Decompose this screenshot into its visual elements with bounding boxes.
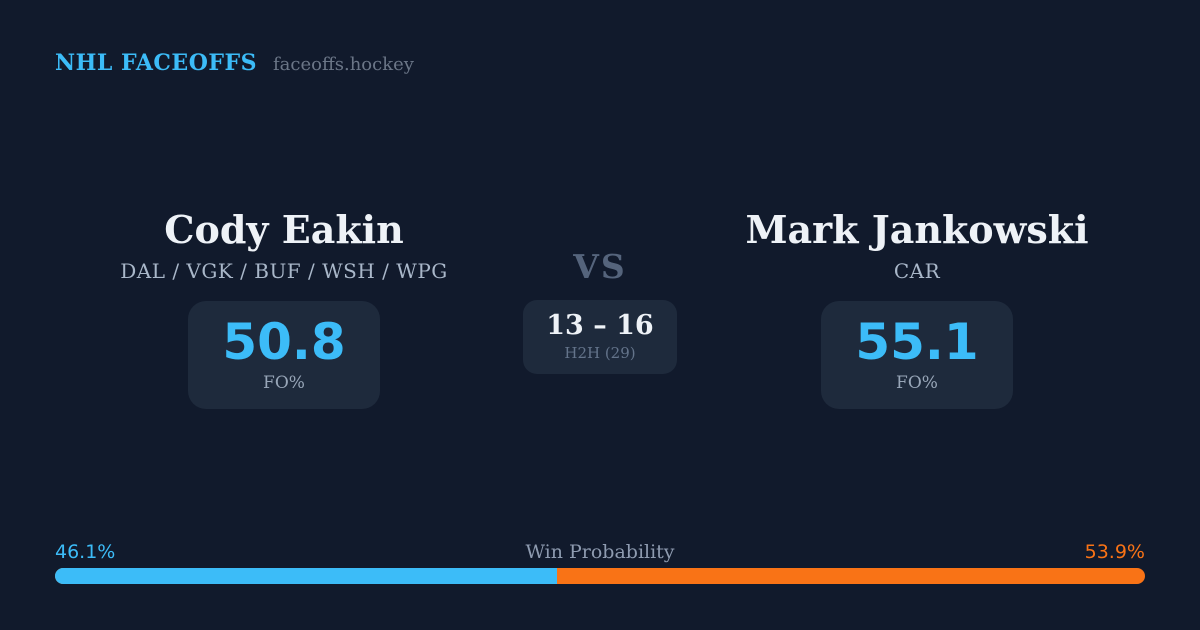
win-probability-title: Win Probability — [525, 541, 675, 563]
win-probability-bar-left-fill — [55, 568, 558, 584]
right-player-name: Mark Jankowski — [745, 207, 1089, 252]
left-player-fo-label: FO% — [263, 372, 305, 393]
h2h-score: 13 – 16 — [546, 310, 654, 341]
left-player-stat-box: 50.8 FO% — [188, 300, 380, 409]
left-player-teams: DAL / VGK / BUF / WSH / WPG — [120, 258, 448, 283]
right-player-stat-box: 55.1 FO% — [821, 300, 1013, 409]
brand-title: NHL FACEOFFS — [55, 50, 257, 76]
win-probability-right-pct: 53.9% — [1084, 541, 1145, 563]
right-player-panel: Mark Jankowski CAR 55.1 FO% — [692, 208, 1142, 409]
vs-label: VS — [573, 247, 627, 286]
header: NHL FACEOFFS faceoffs.hockey — [55, 50, 414, 76]
left-player-fo-pct: 50.8 — [222, 312, 346, 371]
right-player-teams: CAR — [893, 258, 941, 283]
win-probability-left-pct: 46.1% — [55, 541, 116, 563]
left-player-name: Cody Eakin — [164, 207, 404, 252]
win-probability-labels: 46.1% Win Probability 53.9% — [55, 541, 1145, 563]
h2h-label: H2H (29) — [564, 343, 636, 362]
left-player-panel: Cody Eakin DAL / VGK / BUF / WSH / WPG 5… — [59, 208, 509, 409]
right-player-fo-label: FO% — [896, 372, 938, 393]
win-probability-bar — [55, 568, 1145, 584]
matchup-center: VS 13 – 16 H2H (29) — [480, 250, 720, 374]
h2h-box: 13 – 16 H2H (29) — [523, 300, 677, 374]
brand-domain: faceoffs.hockey — [273, 54, 414, 75]
right-player-fo-pct: 55.1 — [855, 312, 979, 371]
